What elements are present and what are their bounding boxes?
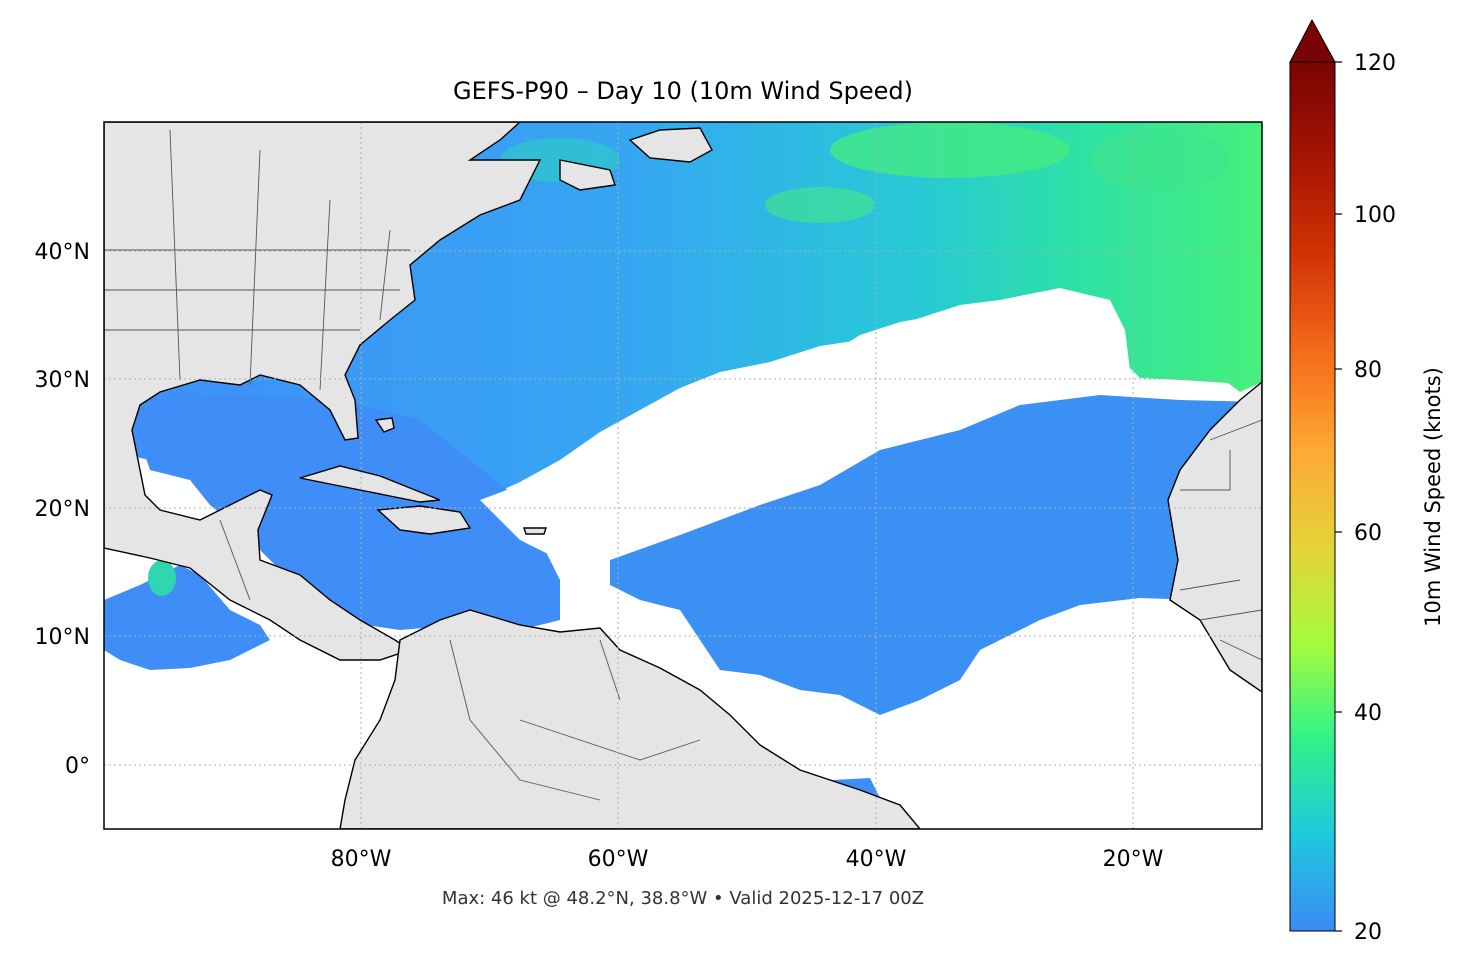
cuba [299, 465, 441, 503]
puerto-rico [523, 527, 547, 535]
colorbar-tick-label: 100 [1354, 203, 1396, 228]
colorbar-label: 10m Wind Speed (knots) [1421, 367, 1445, 627]
colorbar-tick-label: 60 [1354, 521, 1382, 546]
maritime-canada [559, 159, 616, 191]
lon-tick-label: 60°W [588, 847, 649, 872]
footer-note: Max: 46 kt @ 48.2°N, 38.8°W • Valid 2025… [442, 888, 924, 909]
africa [1167, 381, 1262, 693]
lat-tick-label: 10°N [35, 625, 90, 650]
colorbar-tick-label: 40 [1354, 701, 1382, 726]
graticule [104, 122, 1262, 829]
colorbar-tick-label: 120 [1354, 51, 1396, 76]
colorbar: 20 40 60 80 100 120 10m Wind Speed (knot… [1289, 18, 1445, 945]
colorbar-gradient [1289, 61, 1336, 932]
lat-tick-labels: 40°N 30°N 20°N 10°N 0° [35, 240, 90, 779]
colorbar-tick-label: 20 [1354, 920, 1382, 945]
map-panel [104, 122, 1262, 829]
lon-tick-label: 20°W [1103, 847, 1164, 872]
lat-tick-label: 20°N [35, 497, 90, 522]
colorbar-tick-label: 80 [1354, 358, 1382, 383]
political-borders [104, 129, 1262, 801]
colorbar-extend-arrow [1289, 18, 1336, 63]
no-data-region [480, 288, 1130, 560]
lon-tick-label: 40°W [846, 847, 907, 872]
lon-tick-labels: 80°W 60°W 40°W 20°W [331, 847, 1164, 872]
lat-tick-label: 30°N [35, 368, 90, 393]
south-america [339, 609, 921, 829]
land-masses [104, 122, 1262, 829]
lon-tick-label: 80°W [331, 847, 392, 872]
lat-tick-label: 40°N [35, 240, 90, 265]
north-america [104, 122, 542, 661]
lat-tick-label: 0° [65, 754, 90, 779]
map-frame [103, 121, 1263, 830]
wind-speed-field [104, 122, 1262, 810]
hispaniola [376, 505, 472, 535]
map-title: GEFS-P90 – Day 10 (10m Wind Speed) [453, 77, 913, 105]
